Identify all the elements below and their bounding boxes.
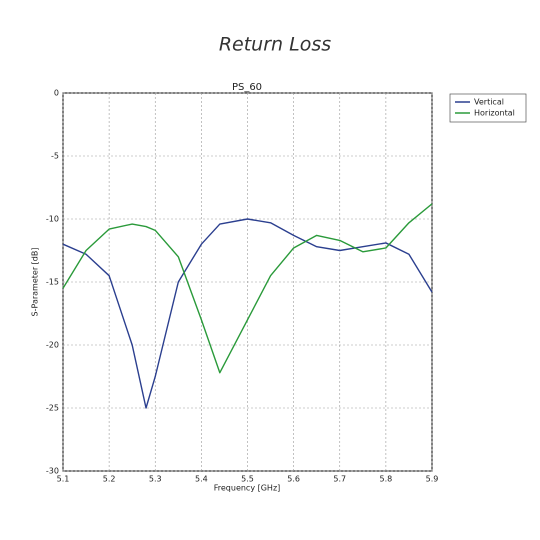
y-axis-label: S-Parameter [dB] [31,248,40,317]
x-tick-label: 5.6 [287,475,300,484]
x-tick-label: 5.9 [426,475,439,484]
line-series [62,203,433,374]
y-tick-label: -10 [46,215,59,224]
x-tick-label: 5.5 [241,475,254,484]
line-series [62,218,433,409]
y-tick-label: -25 [46,404,59,413]
x-tick-label: 5.4 [195,475,208,484]
x-tick-label: 5.2 [103,475,116,484]
x-axis-label: Frequency [GHz] [214,484,281,493]
x-tick-label: 5.7 [333,475,346,484]
x-tick-label: 5.3 [149,475,162,484]
chart-title: Return Loss [219,34,331,56]
legend-box [449,93,527,123]
legend-label: Horizontal [474,109,515,118]
y-tick-label: -20 [46,341,59,350]
y-tick-label: -30 [46,467,59,476]
y-tick-label: -15 [46,278,59,287]
x-tick-label: 5.1 [57,475,70,484]
x-tick-label: 5.8 [380,475,393,484]
legend-label: Vertical [474,98,504,107]
y-tick-label: 0 [54,89,59,98]
y-tick-label: -5 [51,152,59,161]
chart-subtitle: PS_60 [232,82,262,93]
